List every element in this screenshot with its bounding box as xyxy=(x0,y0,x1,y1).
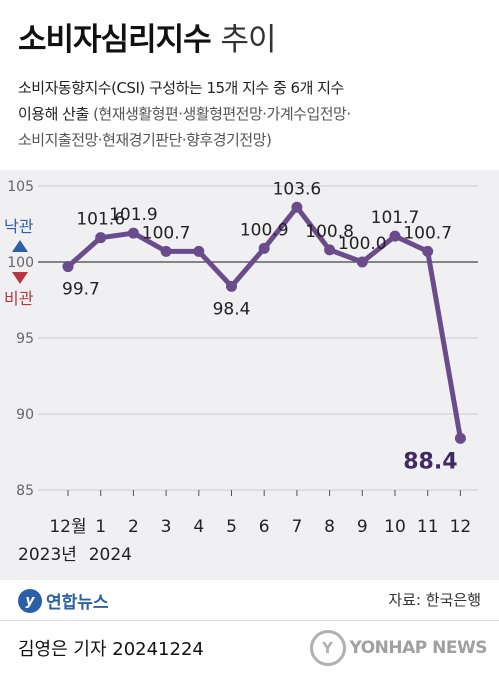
data-label: 100.7 xyxy=(403,223,452,243)
data-point xyxy=(422,245,434,257)
pessimism-arrow-icon xyxy=(12,272,28,284)
x-tick-label: 2 xyxy=(128,517,139,537)
chart-area: 105 100 95 90 85 12월 1 2 3 4 5 6 7 8 9 10 11 12 2023년 2024 낙… xyxy=(0,170,499,580)
x-tick-label: 11 xyxy=(417,517,439,537)
data-label: 99.7 xyxy=(62,280,100,300)
optimism-label: 낙관 xyxy=(4,217,34,236)
x-tick-label: 7 xyxy=(291,517,302,537)
year-label-2023: 2023년 xyxy=(18,545,77,565)
description-line-2: 이용해 산출 (현재생활형편·생활형편전망·가계수입전망· xyxy=(18,103,351,124)
source-note: 자료: 한국은행 xyxy=(388,591,481,609)
description-line-2-paren: (현재생활형편·생활형편전망·가계수입전망· xyxy=(93,105,351,123)
data-label: 100.9 xyxy=(240,220,289,240)
data-label: 101.6 xyxy=(76,210,125,230)
data-point xyxy=(258,242,270,254)
reporter-credit: 김영은 기자 20241224 xyxy=(18,639,204,660)
chart-title: 소비자심리지수 추이 xyxy=(18,14,276,59)
year-label-2024: 2024 xyxy=(89,545,132,565)
data-label: 88.4 xyxy=(403,449,457,474)
data-label: 103.6 xyxy=(273,179,322,199)
title-suffix: 추이 xyxy=(220,22,276,58)
footer-bar: 김영은 기자 20241224 Y YONHAP NEWS xyxy=(0,620,499,673)
series-line xyxy=(65,204,463,441)
x-tick-label: 12월 xyxy=(49,517,86,537)
data-label: 101.7 xyxy=(371,208,420,228)
data-label: 100.8 xyxy=(305,222,354,242)
description-line-2-main: 이용해 산출 xyxy=(18,105,89,123)
x-tick-label: 9 xyxy=(357,517,368,537)
data-point xyxy=(356,256,368,268)
yonhap-watermark: Y YONHAP NEWS xyxy=(309,630,488,666)
x-tick-label: 8 xyxy=(324,517,335,537)
yonhap-logo-text: 연합뉴스 xyxy=(46,593,109,613)
data-label: 100.7 xyxy=(142,223,191,243)
description-line-3: 소비지출전망·현재경기판단·향후경기전망) xyxy=(18,131,272,149)
watermark-logo-icon: Y xyxy=(309,630,346,666)
x-tick-label: 5 xyxy=(226,517,237,537)
x-tick-label: 1 xyxy=(95,517,106,537)
y-tick-label: 105 xyxy=(7,179,34,195)
yonhap-logo-icon: y xyxy=(18,588,42,613)
y-tick-label: 95 xyxy=(16,331,34,347)
data-point xyxy=(62,261,74,273)
data-point xyxy=(454,432,466,444)
title-main: 소비자심리지수 xyxy=(18,22,212,58)
watermark-text: YONHAP NEWS xyxy=(349,638,488,658)
optimism-arrow-icon xyxy=(12,240,28,252)
data-point xyxy=(127,227,139,239)
description-line-1: 소비자동향지수(CSI) 구성하는 15개 지수 중 6개 지수 xyxy=(18,79,344,97)
y-tick-label: 90 xyxy=(16,407,34,423)
y-tick-label: 85 xyxy=(16,483,34,499)
data-label: 100.0 xyxy=(338,234,387,254)
x-tick-label: 3 xyxy=(161,517,172,537)
data-point xyxy=(95,232,107,244)
x-tick-label: 12 xyxy=(450,517,472,537)
data-label: 101.9 xyxy=(109,205,158,225)
data-point xyxy=(193,245,205,257)
x-tick-label: 4 xyxy=(193,517,204,537)
data-point xyxy=(160,245,172,257)
x-tick-label: 6 xyxy=(259,517,270,537)
data-label: 98.4 xyxy=(213,299,251,319)
data-point xyxy=(226,280,237,292)
data-point xyxy=(291,201,303,213)
pessimism-label: 비관 xyxy=(4,289,34,308)
yonhap-logo: y 연합뉴스 xyxy=(18,588,109,613)
x-tick-label: 10 xyxy=(384,517,406,537)
y-tick-label: 100 xyxy=(7,255,34,271)
data-point xyxy=(324,244,336,256)
data-point xyxy=(389,230,401,242)
